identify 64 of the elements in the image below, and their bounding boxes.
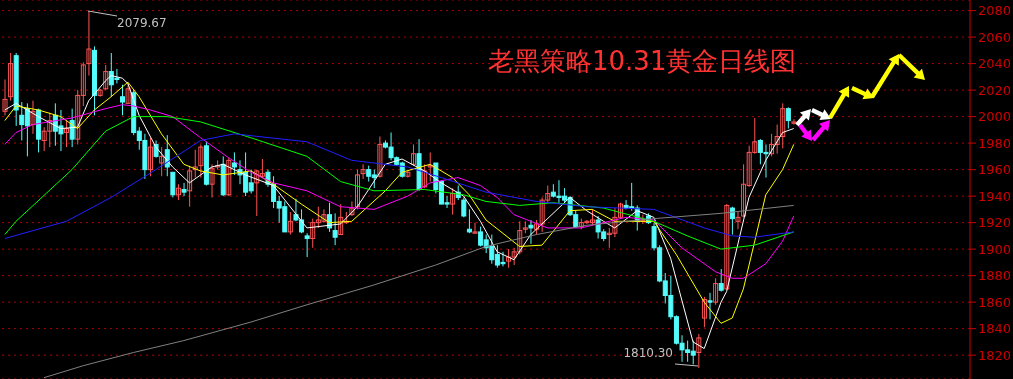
y-tick-label: 2020 [978, 82, 1012, 98]
annotation: 1810.30 [623, 346, 673, 360]
candlestick [86, 10, 92, 77]
candlestick [2, 79, 8, 116]
candlestick [718, 268, 724, 293]
candlestick [332, 212, 338, 246]
y-tick-label: 1860 [978, 294, 1012, 310]
line-series [43, 204, 795, 379]
candlestick [405, 169, 411, 179]
candlestick [701, 296, 707, 328]
candlestick [192, 149, 198, 179]
candlestick [125, 82, 131, 104]
y-tick-label: 2000 [978, 109, 1012, 125]
candlestick [30, 100, 36, 135]
candlestick [349, 200, 355, 217]
y-tick-label: 1820 [978, 347, 1012, 363]
candlestick [377, 135, 383, 179]
candlestick [774, 124, 780, 155]
candlestick [103, 64, 109, 91]
candlestick [147, 137, 153, 177]
candlestick [713, 277, 719, 306]
candlestick [170, 171, 176, 198]
candlestick [304, 232, 310, 258]
y-tick-label: 1920 [978, 215, 1012, 231]
text: 老黑策略10.31黄金日线图 [488, 45, 797, 78]
candlestick [231, 151, 237, 176]
candlestick [791, 118, 797, 126]
candlestick [707, 292, 713, 320]
candlestick [735, 211, 741, 230]
annotation: 2079.67 [117, 16, 167, 30]
candlestick [187, 165, 193, 208]
candlestick [528, 219, 534, 245]
candlestick [450, 187, 456, 216]
y-tick-label: 2040 [978, 56, 1012, 72]
candlestick [422, 163, 428, 189]
y-tick-label: 1980 [978, 135, 1012, 151]
candlestick [427, 151, 433, 183]
candlestick [472, 222, 478, 234]
candlestick [724, 203, 730, 291]
y-tick-label: 1880 [978, 268, 1012, 284]
candlestick [120, 84, 125, 116]
candlestick [287, 211, 293, 236]
candlestick [159, 146, 165, 177]
y-tick-label: 2060 [978, 29, 1012, 45]
candlestick [769, 133, 775, 157]
y-tick-label: 1960 [978, 162, 1012, 178]
candlestick [181, 182, 187, 197]
candlestick [338, 203, 344, 236]
candlestick [696, 333, 702, 369]
candlestick [226, 157, 232, 197]
y-tick-label: 1940 [978, 188, 1012, 204]
candlestick [355, 169, 361, 210]
candlestick [97, 88, 103, 98]
candlestick [410, 143, 416, 167]
candlestick [198, 143, 204, 179]
candlestick [8, 52, 14, 102]
line-series [4, 133, 795, 240]
candlestick [360, 163, 366, 180]
y-tick-label: 2080 [978, 3, 1012, 19]
y-tick-label: 1900 [978, 241, 1012, 257]
y-tick-label: 1840 [978, 321, 1012, 337]
candlestick [780, 102, 786, 149]
candlestick [785, 106, 791, 130]
candlestick [209, 163, 215, 198]
